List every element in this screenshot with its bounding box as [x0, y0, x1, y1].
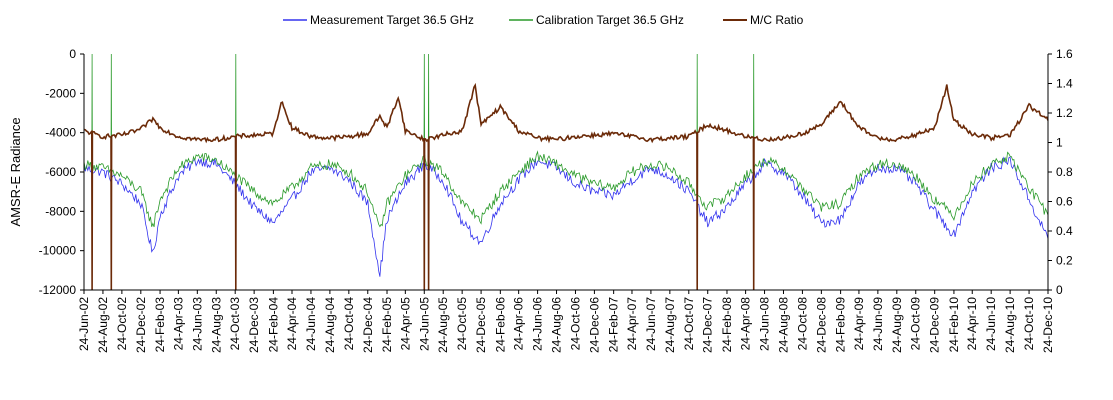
- x-tick-label: 24-Apr-03: [171, 297, 185, 351]
- y-tick-label: -10000: [39, 244, 77, 258]
- axes-layer: 0 -2000 -4000 -6000 -8000 -10000 -12000 1.6 1.4 1…: [39, 47, 1073, 353]
- series-layer: [83, 53, 1049, 291]
- x-tick-label: 24-Feb-03: [153, 297, 167, 353]
- x-tick-label: 24-Jun-08: [758, 297, 772, 351]
- legend: Measurement Target 36.5 GHz Calibration T…: [283, 13, 804, 27]
- x-tick-label: 24-Jun-05: [417, 297, 431, 351]
- y2-tick-label: 0.4: [1056, 224, 1073, 238]
- y-tick-label: -6000: [45, 165, 76, 179]
- x-tick-label: 24-Jun-03: [190, 297, 204, 351]
- x-tick-label: 24-Jun-07: [644, 297, 658, 351]
- y2-tick-label: 1.2: [1056, 106, 1073, 120]
- x-tick-label: 24-Dec-08: [814, 297, 828, 353]
- x-tick-label: 24-Dec-10: [1041, 297, 1055, 353]
- y2-tick-label: 0: [1056, 283, 1063, 297]
- legend-label: Calibration Target 36.5 GHz: [536, 13, 684, 27]
- x-tick-label: 24-Aug-06: [550, 297, 564, 353]
- series-line-m-c-ratio: [83, 82, 1049, 291]
- y-tick-label: -8000: [45, 204, 76, 218]
- x-tick-label: 24-Dec-05: [474, 297, 488, 353]
- x-tick-label: 24-Oct-09: [909, 297, 923, 351]
- x-tick-label: 24-Feb-10: [947, 297, 961, 353]
- x-tick-label: 24-Feb-09: [834, 297, 848, 353]
- x-tick-label: 24-Oct-02: [115, 297, 129, 351]
- series-line-calibration-target-36-5-ghz: [83, 53, 1049, 228]
- y-tick-label: -2000: [45, 86, 76, 100]
- x-tick-label: 24-Dec-09: [928, 297, 942, 353]
- x-tick-label: 24-Oct-06: [568, 297, 582, 351]
- x-tick-label: 24-Jun-04: [304, 297, 318, 351]
- x-tick-label: 24-Jun-06: [531, 297, 545, 351]
- x-tick-label: 24-Apr-10: [965, 297, 979, 351]
- x-tick-label: 24-Aug-07: [663, 297, 677, 353]
- x-tick-label: 24-Dec-07: [701, 297, 715, 353]
- x-tick-label: 24-Feb-06: [493, 297, 507, 353]
- x-tick-label: 24-Dec-03: [247, 297, 261, 353]
- x-tick-label: 24-Apr-07: [625, 297, 639, 351]
- y2-tick-label: 1: [1056, 136, 1063, 150]
- x-tick-label: 24-Oct-07: [682, 297, 696, 351]
- x-tick-label: 24-Oct-03: [228, 297, 242, 351]
- x-tick-label: 24-Apr-05: [398, 297, 412, 351]
- x-tick-label: 24-Oct-08: [795, 297, 809, 351]
- x-tick-label: 24-Feb-08: [720, 297, 734, 353]
- y-tick-label: -12000: [39, 283, 77, 297]
- series-line-measurement-target-36-5-ghz: [83, 156, 1049, 291]
- x-tick-label: 24-Apr-06: [512, 297, 526, 351]
- x-tick-label: 24-Dec-06: [587, 297, 601, 353]
- x-tick-label: 24-Aug-08: [776, 297, 790, 353]
- x-tick-label: 24-Oct-10: [1022, 297, 1036, 351]
- x-tick-label: 24-Jun-02: [77, 297, 91, 351]
- x-tick-label: 24-Feb-05: [380, 297, 394, 353]
- x-tick-label: 24-Oct-04: [342, 297, 356, 351]
- y-tick-label: 0: [69, 47, 76, 61]
- y-axis-title: AMSR-E Radiance: [8, 117, 23, 226]
- y2-tick-label: 0.2: [1056, 254, 1073, 268]
- x-tick-label: 24-Oct-05: [455, 297, 469, 351]
- x-tick-label: 24-Aug-02: [96, 297, 110, 353]
- x-tick-label: 24-Jun-10: [984, 297, 998, 351]
- x-tick-label: 24-Apr-08: [739, 297, 753, 351]
- y2-tick-label: 1.4: [1056, 77, 1073, 91]
- legend-label: Measurement Target 36.5 GHz: [310, 13, 474, 27]
- legend-label: M/C Ratio: [750, 13, 804, 27]
- x-tick-label: 24-Feb-04: [266, 297, 280, 353]
- x-tick-label: 24-Apr-04: [285, 297, 299, 351]
- x-tick-label: 24-Dec-02: [134, 297, 148, 353]
- x-tick-label: 24-Aug-05: [436, 297, 450, 353]
- x-tick-label: 24-Aug-10: [1003, 297, 1017, 353]
- x-tick-label: 24-Dec-04: [361, 297, 375, 353]
- x-tick-label: 24-Aug-03: [209, 297, 223, 353]
- x-tick-label: 24-Aug-04: [323, 297, 337, 353]
- y2-tick-label: 1.6: [1056, 47, 1073, 61]
- x-tick-label: 24-Feb-07: [607, 297, 621, 353]
- x-tick-label: 24-Jun-09: [871, 297, 885, 351]
- y2-tick-label: 0.8: [1056, 165, 1073, 179]
- x-tick-label: 24-Apr-09: [852, 297, 866, 351]
- y-tick-label: -4000: [45, 126, 76, 140]
- x-tick-label: 24-Aug-09: [890, 297, 904, 353]
- y2-tick-label: 0.6: [1056, 195, 1073, 209]
